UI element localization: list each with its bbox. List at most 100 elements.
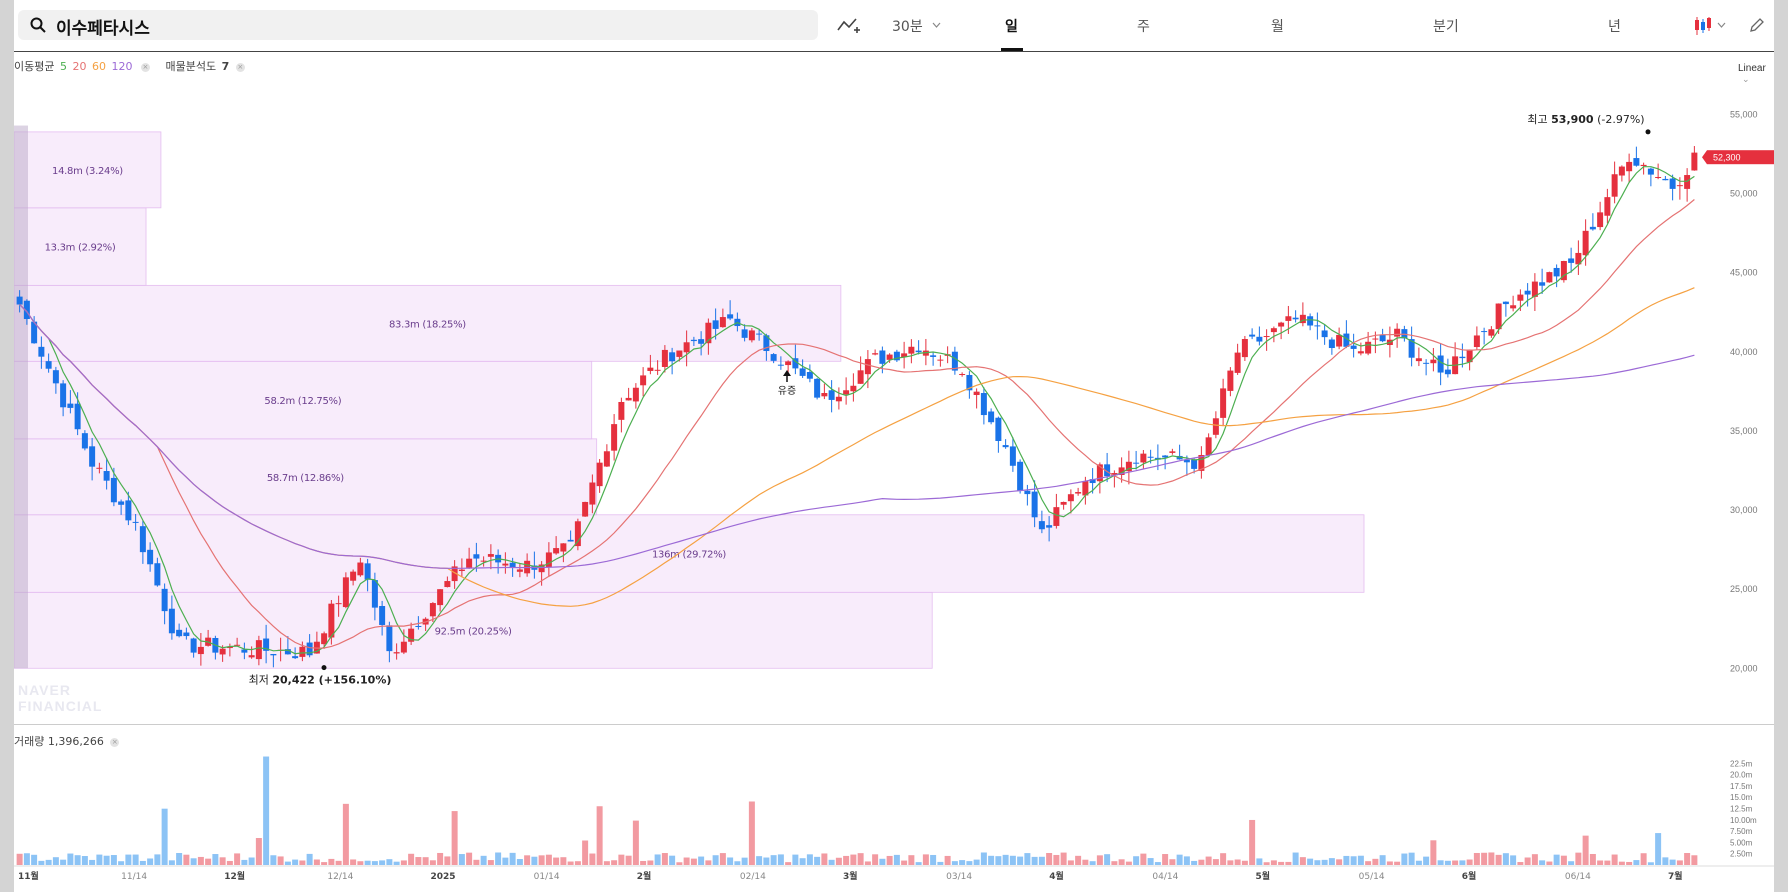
candle-body[interactable]: [342, 577, 349, 608]
close-icon[interactable]: ×: [140, 62, 150, 72]
candle-body[interactable]: [1140, 453, 1147, 463]
candle-body[interactable]: [1495, 303, 1502, 330]
candle-body[interactable]: [328, 603, 335, 638]
candle-body[interactable]: [1473, 335, 1480, 348]
candle-body[interactable]: [509, 562, 516, 568]
candle-body[interactable]: [255, 640, 262, 660]
candle-body[interactable]: [379, 606, 386, 625]
candle-body[interactable]: [1147, 456, 1154, 458]
candle-body[interactable]: [1423, 362, 1430, 364]
candle-body[interactable]: [45, 361, 52, 369]
chevron-down-icon[interactable]: [932, 22, 941, 28]
candle-body[interactable]: [132, 521, 139, 523]
stock-search-box[interactable]: 이수페타시스: [18, 10, 818, 40]
candle-body[interactable]: [81, 433, 88, 449]
candle-body[interactable]: [125, 500, 132, 521]
candle-body[interactable]: [502, 563, 509, 566]
candle-body[interactable]: [1597, 212, 1604, 228]
candle-body[interactable]: [386, 625, 393, 652]
candle-body[interactable]: [973, 391, 980, 396]
candle-body[interactable]: [335, 603, 342, 605]
candle-body[interactable]: [1611, 174, 1618, 197]
candle-body[interactable]: [1430, 359, 1437, 364]
candle-body[interactable]: [1604, 197, 1611, 216]
candle-body[interactable]: [741, 329, 748, 338]
candle-body[interactable]: [669, 352, 676, 362]
candle-body[interactable]: [698, 339, 705, 344]
candle-body[interactable]: [574, 521, 581, 547]
candle-body[interactable]: [1314, 325, 1321, 327]
candle-body[interactable]: [458, 569, 465, 572]
candle-body[interactable]: [118, 501, 125, 505]
candle-body[interactable]: [1589, 226, 1596, 230]
candle-body[interactable]: [31, 321, 38, 344]
candle-body[interactable]: [988, 411, 995, 423]
candle-body[interactable]: [263, 638, 270, 651]
candle-body[interactable]: [1299, 314, 1306, 324]
candle-body[interactable]: [1444, 369, 1451, 375]
candle-body[interactable]: [864, 359, 871, 375]
candle-body[interactable]: [908, 346, 915, 354]
candle-body[interactable]: [1162, 455, 1169, 458]
candle-body[interactable]: [1038, 521, 1045, 530]
candle-body[interactable]: [705, 322, 712, 344]
candle-body[interactable]: [1662, 178, 1669, 181]
pencil-icon[interactable]: [1748, 16, 1766, 34]
candle-body[interactable]: [1104, 464, 1111, 477]
candle-type-icon[interactable]: [1693, 16, 1713, 36]
candle-body[interactable]: [183, 632, 190, 637]
candle-body[interactable]: [886, 354, 893, 360]
candle-body[interactable]: [1249, 334, 1256, 337]
candle-body[interactable]: [1285, 316, 1292, 321]
candle-body[interactable]: [589, 482, 596, 505]
candle-body[interactable]: [147, 549, 154, 565]
pane-divider[interactable]: [14, 724, 1774, 725]
candle-body[interactable]: [770, 354, 777, 361]
candle-body[interactable]: [1343, 333, 1350, 347]
candle-body[interactable]: [901, 353, 908, 358]
candle-body[interactable]: [190, 638, 197, 653]
candle-body[interactable]: [1488, 329, 1495, 336]
candle-body[interactable]: [1582, 230, 1589, 256]
candle-body[interactable]: [654, 369, 661, 371]
candle-body[interactable]: [1626, 161, 1633, 172]
candle-body[interactable]: [1684, 175, 1691, 189]
candle-body[interactable]: [1191, 459, 1198, 469]
candle-body[interactable]: [857, 370, 864, 384]
candle-body[interactable]: [1198, 454, 1205, 471]
candle-body[interactable]: [1256, 336, 1263, 342]
candle-body[interactable]: [756, 333, 763, 335]
candle-body[interactable]: [1263, 336, 1270, 338]
candle-body[interactable]: [306, 642, 313, 656]
candle-body[interactable]: [1633, 158, 1640, 166]
candle-body[interactable]: [284, 649, 291, 655]
candle-body[interactable]: [915, 350, 922, 353]
candle-body[interactable]: [560, 543, 567, 552]
candle-body[interactable]: [16, 296, 23, 305]
candle-body[interactable]: [60, 383, 67, 408]
candle-body[interactable]: [582, 501, 589, 517]
candle-body[interactable]: [52, 370, 59, 384]
candle-body[interactable]: [683, 342, 690, 353]
candle-body[interactable]: [1125, 461, 1132, 472]
candle-body[interactable]: [226, 646, 233, 649]
candle-body[interactable]: [640, 375, 647, 386]
candle-body[interactable]: [466, 558, 473, 568]
candle-body[interactable]: [1270, 328, 1277, 333]
candle-body[interactable]: [1553, 267, 1560, 277]
candle-body[interactable]: [1437, 355, 1444, 373]
candle-body[interactable]: [38, 346, 45, 357]
candle-body[interactable]: [618, 401, 625, 420]
candle-body[interactable]: [661, 349, 668, 367]
candle-body[interactable]: [1220, 388, 1227, 418]
scale-mode-toggle[interactable]: Linear ⌄: [1738, 63, 1774, 85]
candle-body[interactable]: [321, 633, 328, 645]
candle-body[interactable]: [1357, 351, 1364, 354]
candle-body[interactable]: [1118, 467, 1125, 476]
candle-body[interactable]: [1372, 338, 1379, 340]
candle-body[interactable]: [408, 628, 415, 642]
candle-body[interactable]: [139, 526, 146, 553]
candle-body[interactable]: [241, 649, 248, 653]
candle-body[interactable]: [1053, 507, 1060, 526]
candle-body[interactable]: [1415, 358, 1422, 362]
